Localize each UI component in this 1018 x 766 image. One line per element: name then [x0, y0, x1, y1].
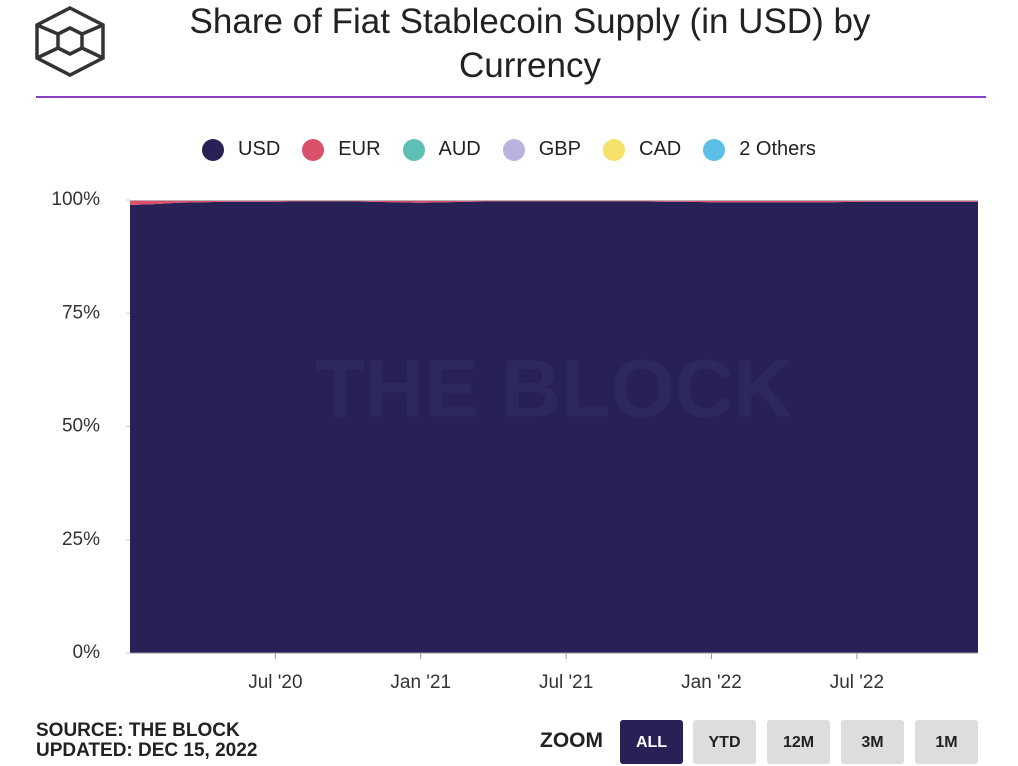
y-tick-label: 100%: [51, 189, 100, 210]
chart-title: Share of Fiat Stablecoin Supply (in USD)…: [150, 0, 910, 88]
zoom-button[interactable]: 3M: [841, 720, 904, 764]
legend-item[interactable]: 2 Others: [703, 138, 816, 161]
legend-item[interactable]: USD: [202, 138, 280, 161]
legend-item[interactable]: AUD: [403, 138, 481, 161]
legend-item[interactable]: GBP: [503, 138, 581, 161]
zoom-label: ZOOM: [540, 729, 603, 753]
legend-label: EUR: [338, 138, 380, 161]
legend-label: USD: [238, 138, 280, 161]
y-tick-label: 0%: [73, 642, 101, 663]
x-tick-label: Jan '21: [390, 672, 451, 693]
legend-label: 2 Others: [739, 138, 816, 161]
legend-swatch: [603, 139, 625, 161]
legend-swatch: [202, 139, 224, 161]
legend-swatch: [503, 139, 525, 161]
y-tick-label: 50%: [62, 416, 100, 437]
watermark: THE BLOCK: [315, 344, 793, 435]
legend-label: CAD: [639, 138, 681, 161]
legend-swatch: [302, 139, 324, 161]
x-tick-label: Jul '20: [248, 672, 302, 693]
y-tick-label: 75%: [62, 302, 100, 323]
legend-swatch: [403, 139, 425, 161]
zoom-button[interactable]: 1M: [915, 720, 978, 764]
updated: UPDATED: DEC 15, 2022: [36, 740, 257, 762]
legend-item[interactable]: EUR: [302, 138, 380, 161]
logo: [37, 8, 103, 75]
source: SOURCE: THE BLOCK: [36, 720, 240, 742]
zoom-button[interactable]: 12M: [767, 720, 830, 764]
legend: USD EUR AUD GBP CAD 2 Others: [0, 138, 1018, 161]
y-tick-label: 25%: [62, 529, 100, 550]
legend-label: AUD: [439, 138, 481, 161]
legend-label: GBP: [539, 138, 581, 161]
x-tick-label: Jul '22: [830, 672, 884, 693]
x-tick-label: Jan '22: [681, 672, 742, 693]
legend-item[interactable]: CAD: [603, 138, 681, 161]
x-tick-label: Jul '21: [539, 672, 593, 693]
legend-swatch: [703, 139, 725, 161]
zoom-button[interactable]: ALL: [620, 720, 683, 764]
zoom-button[interactable]: YTD: [693, 720, 756, 764]
title-rule: [36, 96, 986, 98]
